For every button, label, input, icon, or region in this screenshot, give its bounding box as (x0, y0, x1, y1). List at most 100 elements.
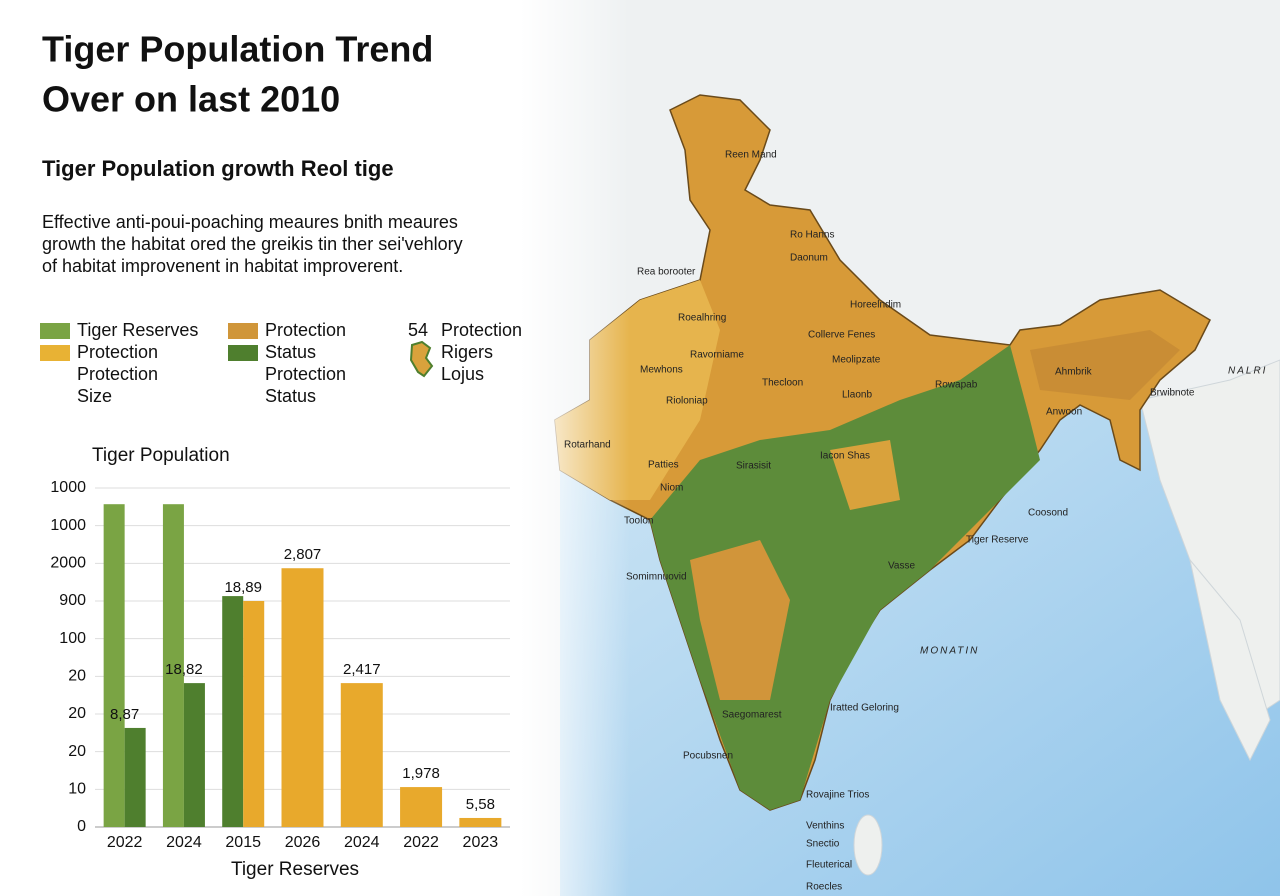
legend-label: Size (77, 386, 112, 406)
map-label: Rioloniap (666, 396, 708, 407)
title: Tiger Population Trend (42, 29, 433, 70)
map-label: Tiger Reserve (966, 535, 1029, 546)
map-label: Patties (648, 460, 679, 471)
title: Over on last 2010 (42, 79, 340, 120)
map-label: Somimnuovid (626, 572, 687, 583)
map-label: NALRI (1228, 366, 1267, 377)
y-tick-label: 1000 (50, 517, 86, 534)
map-label: Rovajine Trios (806, 790, 869, 801)
legend-label: Lojus (441, 364, 484, 384)
map-label: Mewhons (640, 365, 683, 376)
bar-label: 5,58 (466, 796, 495, 813)
map-label: Ro Hanns (790, 230, 834, 241)
description: growth the habitat ored the greikis tin … (42, 234, 463, 254)
map-label: Rotarhand (564, 440, 611, 451)
y-tick-label: 2000 (50, 555, 86, 572)
legend-label: Status (265, 386, 316, 406)
bar (459, 817, 502, 827)
map (520, 0, 1280, 896)
map-label: Brwibnote (1150, 388, 1195, 399)
map-label: Vasse (888, 561, 915, 572)
map-label: Saegomarest (722, 710, 782, 721)
bar (222, 596, 244, 827)
map-label: Sirasisit (736, 461, 771, 472)
legend-icon (409, 340, 434, 378)
map-region (690, 540, 790, 700)
description: Effective anti-poui-poaching meaures bni… (42, 212, 458, 232)
bar-label: 8,87 (110, 706, 139, 723)
bar (103, 504, 125, 827)
map-label: Roealhring (678, 313, 726, 324)
x-axis-label: Tiger Reserves (231, 859, 359, 880)
map-island (853, 814, 883, 876)
map-label: Fleuterical (806, 860, 852, 871)
x-tick-label: 2024 (166, 834, 202, 851)
bar-label: 1,978 (402, 765, 440, 782)
map-label: Ahmbrik (1055, 367, 1093, 378)
x-tick-label: 2026 (285, 834, 321, 851)
map-label: Iratted Geloring (830, 703, 899, 714)
y-tick-label: 0 (77, 818, 86, 835)
x-tick-label: 2022 (107, 834, 143, 851)
subtitle: Tiger Population growth Reol tige (42, 156, 394, 181)
map-label: Rowapab (935, 380, 978, 391)
bar-label: 2,807 (284, 546, 322, 563)
bar-label: 18,82 (165, 661, 203, 678)
bar-label: 18,89 (224, 579, 262, 596)
legend-label: Protection (77, 364, 158, 384)
bar (162, 504, 184, 827)
map-label: Llaonb (842, 390, 872, 401)
y-tick-label: 900 (59, 592, 86, 609)
chart-title: Tiger Population (92, 445, 230, 466)
y-tick-label: 1000 (50, 479, 86, 496)
map-label: Iacon Shas (820, 451, 870, 462)
map-label: Pocubsnen (683, 751, 733, 762)
x-tick-label: 2023 (463, 834, 499, 851)
map-label: Roecles (806, 882, 842, 893)
legend-label: Protection (77, 342, 158, 362)
map-label: Coosond (1028, 508, 1068, 519)
y-tick-label: 100 (59, 630, 86, 647)
bar (183, 683, 205, 827)
legend-label: Protection (265, 320, 346, 340)
map-neighbour (1189, 559, 1271, 762)
bar (124, 727, 146, 827)
bar (243, 601, 265, 827)
legend-swatch (228, 323, 258, 339)
x-tick-label: 2024 (344, 834, 380, 851)
y-tick-label: 10 (68, 781, 86, 798)
legend-label: Rigers (441, 342, 493, 362)
bar (281, 568, 324, 827)
legend-number: 54 (408, 320, 428, 340)
x-tick-label: 2022 (403, 834, 439, 851)
map-label: Niom (660, 483, 683, 494)
map-label: Snectio (806, 839, 840, 850)
x-tick-label: 2015 (225, 834, 261, 851)
map-label: Venthins (806, 821, 844, 832)
map-label: Reen Mand (725, 150, 777, 161)
map-label: Daonum (790, 253, 828, 264)
map-fade (520, 0, 630, 896)
bar-label: 2,417 (343, 661, 381, 678)
map-region (830, 440, 900, 510)
legend-swatch (228, 345, 258, 361)
bar (400, 787, 443, 827)
legend-label: Status (265, 342, 316, 362)
legend-swatch (40, 345, 70, 361)
bar (340, 683, 383, 827)
map-label: Meolipzate (832, 355, 881, 366)
map-label: Ravorniame (690, 350, 744, 361)
y-tick-label: 20 (68, 705, 86, 722)
y-tick-label: 20 (68, 743, 86, 760)
legend-label: Protection (265, 364, 346, 384)
map-label: MONATIN (920, 646, 979, 657)
legend-swatch (40, 323, 70, 339)
legend-label: Tiger Reserves (77, 320, 198, 340)
y-tick-label: 20 (68, 668, 86, 685)
map-label: Horeelndim (850, 300, 901, 311)
map-label: Anwoon (1046, 407, 1082, 418)
description: of habitat improvenent in habitat improv… (42, 256, 403, 276)
legend-label: Protection (441, 320, 522, 340)
map-region (1030, 330, 1180, 400)
